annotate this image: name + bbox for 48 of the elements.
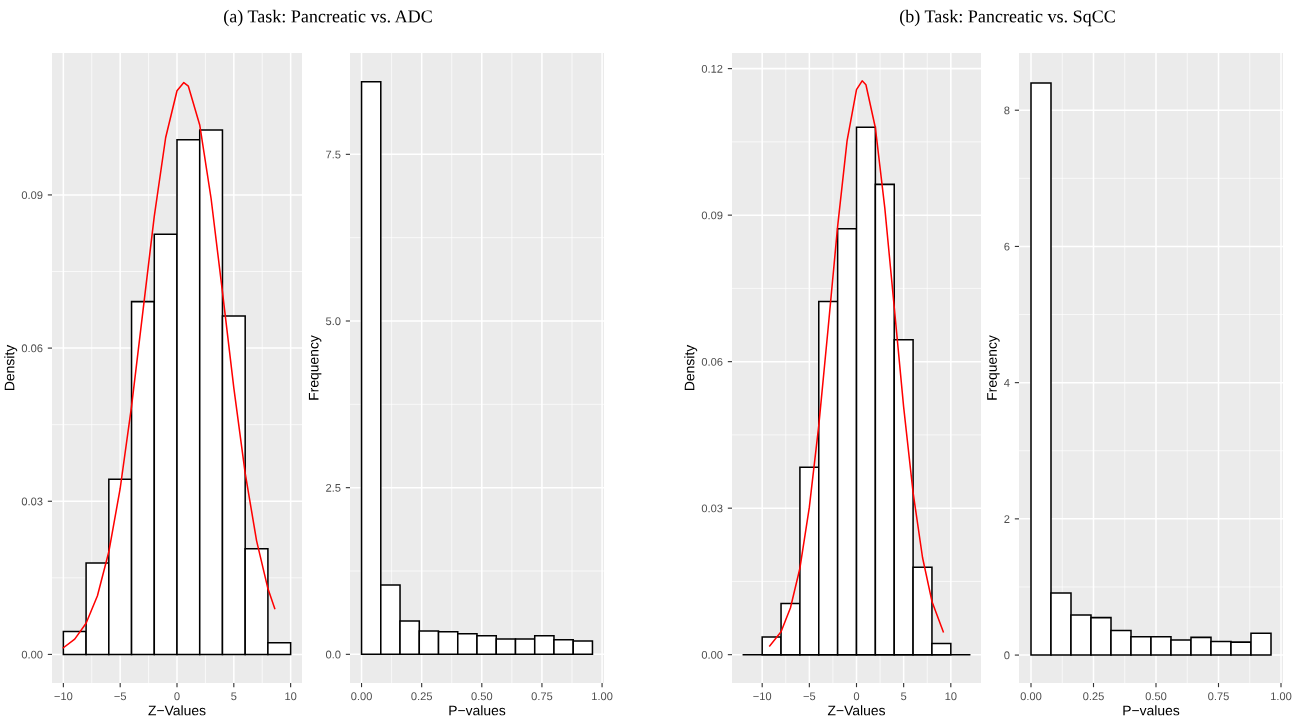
x-tick-label: 1.00 [592,692,613,701]
x-axis-title: P−values [1123,705,1180,716]
y-tick-label: 0.0 [325,650,341,659]
y-tick-label: 7.5 [326,150,341,159]
y-tick-label: 0.03 [701,504,723,513]
x-tick-label: 10 [945,692,957,701]
x-tick-label: 0.75 [531,692,553,701]
y-tick-label: 2.5 [326,483,341,492]
x-tick-label: 0.25 [411,692,433,701]
y-axis-title: Density [4,344,18,391]
y-tick-label: 5.0 [325,317,341,326]
x-tick-label: 5 [231,692,237,701]
y-tick-label: 2 [1004,515,1010,523]
y-tick-label: 0.09 [21,191,43,200]
y-tick-label: 0.00 [701,650,723,659]
chart-title: (b) Task: Pancreatic vs. SqCC [900,9,1115,27]
x-tick-label: 0.25 [1083,692,1104,701]
x-tick-label: 0 [174,692,180,701]
x-tick-label: 0.00 [351,692,372,701]
y-tick-label: 0.06 [701,357,723,366]
y-tick-label: 6 [1004,242,1010,251]
x-tick-label: −10 [753,692,772,701]
y-axis-title: Frequency [987,335,1000,400]
x-tick-label: 0.00 [1020,692,1042,701]
y-tick-label: 4 [1004,379,1010,387]
y-axis-title: Frequency [308,335,322,400]
x-tick-label: 0.50 [471,692,493,701]
y-tick-label: 0 [1004,651,1010,660]
x-axis-title: Z−Values [827,705,886,716]
y-tick-label: 0.09 [701,211,723,220]
y-tick-label: 8 [1004,106,1010,115]
x-tick-label: 0 [853,692,860,701]
x-tick-label: 0.50 [1145,692,1167,701]
x-tick-label: −5 [114,692,127,701]
y-tick-label: 0.03 [21,497,43,506]
x-tick-label: −10 [54,692,73,701]
x-axis-title: Z−Values [148,705,206,716]
x-tick-label: −5 [803,692,816,701]
y-tick-label: 0.06 [21,344,43,353]
y-tick-label: 0.12 [701,64,723,73]
x-tick-label: 1.00 [1271,692,1292,701]
x-tick-label: 5 [901,692,907,701]
x-axis-title: P−values [449,705,506,716]
x-tick-label: 10 [285,692,297,701]
chart-title: (a) Task: Pancreatic vs. ADC [224,9,432,27]
y-axis-title: Density [684,344,698,391]
y-tick-label: 0.00 [21,650,43,659]
x-tick-label: 0.75 [1208,692,1229,701]
